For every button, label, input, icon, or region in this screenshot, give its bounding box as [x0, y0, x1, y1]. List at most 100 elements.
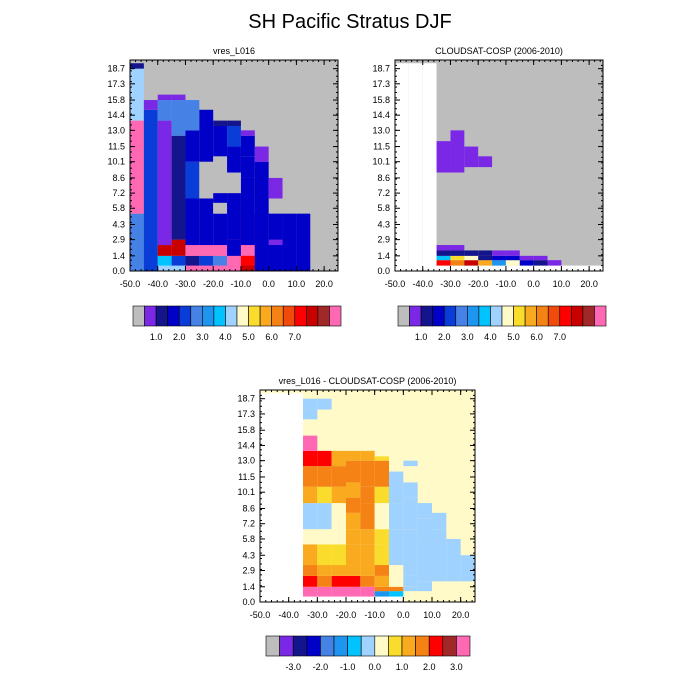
y-tick-label: 8.6: [112, 173, 125, 183]
panels: vres_L016 -50.0 -40.0 -30.0 -20.0 -10.0 0.0 10.…: [107, 46, 607, 672]
heatmap-cell: [303, 586, 318, 597]
heatmap-cell: [213, 120, 228, 127]
heatmap-cell: [331, 503, 346, 530]
colorbar-label: 1.0: [150, 332, 163, 342]
heatmap-cell: [213, 245, 228, 256]
heatmap-cell: [389, 596, 404, 602]
heatmap-cell: [171, 135, 186, 240]
y-tick-label: 4.3: [242, 550, 255, 560]
heatmap-cell: [374, 596, 389, 602]
heatmap-cell: [460, 555, 475, 582]
plot-frame: [394, 59, 604, 272]
heatmap-cell: [254, 260, 269, 271]
heatmap-cell: [199, 245, 214, 256]
heatmap-cell: [317, 503, 332, 530]
colorbar-swatch: [178, 305, 192, 327]
colorbar-swatch: [190, 305, 203, 327]
colorbar-swatch: [374, 635, 389, 657]
panel-title: vres_L016: [213, 46, 255, 56]
heatmap-cell: [317, 565, 332, 576]
heatmap-cell: [171, 100, 186, 136]
heatmap-cell: [331, 586, 346, 597]
y-tick-label: 8.6: [242, 504, 255, 514]
heatmap-cell: [374, 460, 389, 487]
y-tick-label: 0.0: [377, 266, 390, 276]
heatmap-cell: [403, 575, 418, 587]
heatmap-cell: [450, 265, 465, 271]
x-tick-label: 0.0: [262, 279, 275, 289]
x-tick-label: -50.0: [120, 279, 141, 289]
heatmap-cell: [268, 177, 283, 199]
heatmap-cell: [505, 265, 520, 271]
colorbar-label: 7.0: [289, 332, 302, 342]
heatmap-cell: [199, 198, 214, 246]
x-tick-label: -30.0: [440, 279, 461, 289]
x-tick-label: -20.0: [336, 610, 357, 620]
colorbar-swatch: [415, 635, 430, 657]
y-tick-label: 15.8: [237, 425, 255, 435]
heatmap-cell: [374, 575, 389, 587]
colorbar-swatch: [271, 305, 284, 327]
heatmap-cell: [213, 126, 228, 157]
heatmap-cell: [403, 529, 418, 576]
heatmap-cell: [403, 460, 418, 467]
heatmap-cell: [185, 130, 200, 162]
y-tick-label: 1.4: [112, 251, 125, 261]
colorbar-swatch: [559, 305, 572, 327]
heatmap-cell: [240, 156, 255, 178]
colorbar-swatch: [155, 305, 168, 327]
heatmap-cell: [436, 245, 451, 251]
x-tick-label: -50.0: [385, 279, 406, 289]
heatmap-cell: [317, 544, 332, 566]
heatmap-cell: [436, 250, 451, 256]
y-tick-label: 5.8: [112, 203, 125, 213]
heatmap-cell: [403, 497, 418, 530]
heatmap-cell: [478, 250, 493, 256]
heatmap-cell: [360, 450, 375, 461]
colorbar-swatch: [265, 635, 280, 657]
heatmap-cell: [317, 586, 332, 597]
heatmap-cell: [213, 156, 228, 194]
colorbar-swatch: [571, 305, 584, 327]
heatmap-cell: [422, 63, 437, 271]
y-tick-label: 13.0: [372, 125, 390, 135]
colorbar-swatch: [279, 635, 294, 657]
colorbar-swatch: [320, 635, 335, 657]
panel-3: vres_L016 - CLOUDSAT-COSP (2006-2010) -50…: [237, 376, 476, 672]
heatmap-cell: [519, 255, 534, 261]
heatmap-cell: [360, 596, 375, 602]
heatmap-cell: [408, 63, 423, 271]
heatmap-cell: [303, 575, 318, 587]
heatmap-cell: [389, 575, 404, 587]
heatmap-cell: [213, 213, 228, 246]
y-tick-label: 17.3: [372, 79, 390, 89]
heatmap-cell: [199, 161, 214, 199]
heatmap-cell: [446, 538, 461, 582]
plot-frame: [259, 389, 476, 603]
heatmap-cell: [331, 486, 346, 504]
colorbar-swatch: [236, 305, 249, 327]
y-tick-label: 10.1: [107, 157, 125, 167]
heatmap-cell: [417, 581, 432, 592]
heatmap-cell: [331, 565, 346, 576]
heatmap-cell: [492, 265, 506, 271]
y-tick-label: 18.7: [107, 64, 125, 74]
heatmap-cell: [505, 250, 520, 256]
x-tick-label: -30.0: [307, 610, 328, 620]
y-tick-label: 10.1: [237, 487, 255, 497]
heatmap-cell: [303, 398, 318, 410]
x-tick-label: 10.0: [288, 279, 306, 289]
heatmap-cell: [478, 156, 493, 168]
heatmap-cell: [561, 265, 576, 271]
colorbar-swatch: [225, 305, 238, 327]
heatmap-cell: [346, 529, 361, 545]
y-tick-label: 17.3: [237, 409, 255, 419]
colorbar: 1.0 2.0 3.0 4.0 5.0 6.0 7.0: [132, 305, 342, 342]
heatmap-cell: [346, 497, 361, 513]
heatmap-cell: [360, 586, 375, 597]
y-tick-label: 1.4: [242, 582, 255, 592]
colorbar-swatch: [292, 635, 308, 657]
heatmap-cell: [268, 245, 283, 266]
heatmap-cell: [450, 245, 465, 251]
heatmap-cell: [389, 565, 404, 576]
